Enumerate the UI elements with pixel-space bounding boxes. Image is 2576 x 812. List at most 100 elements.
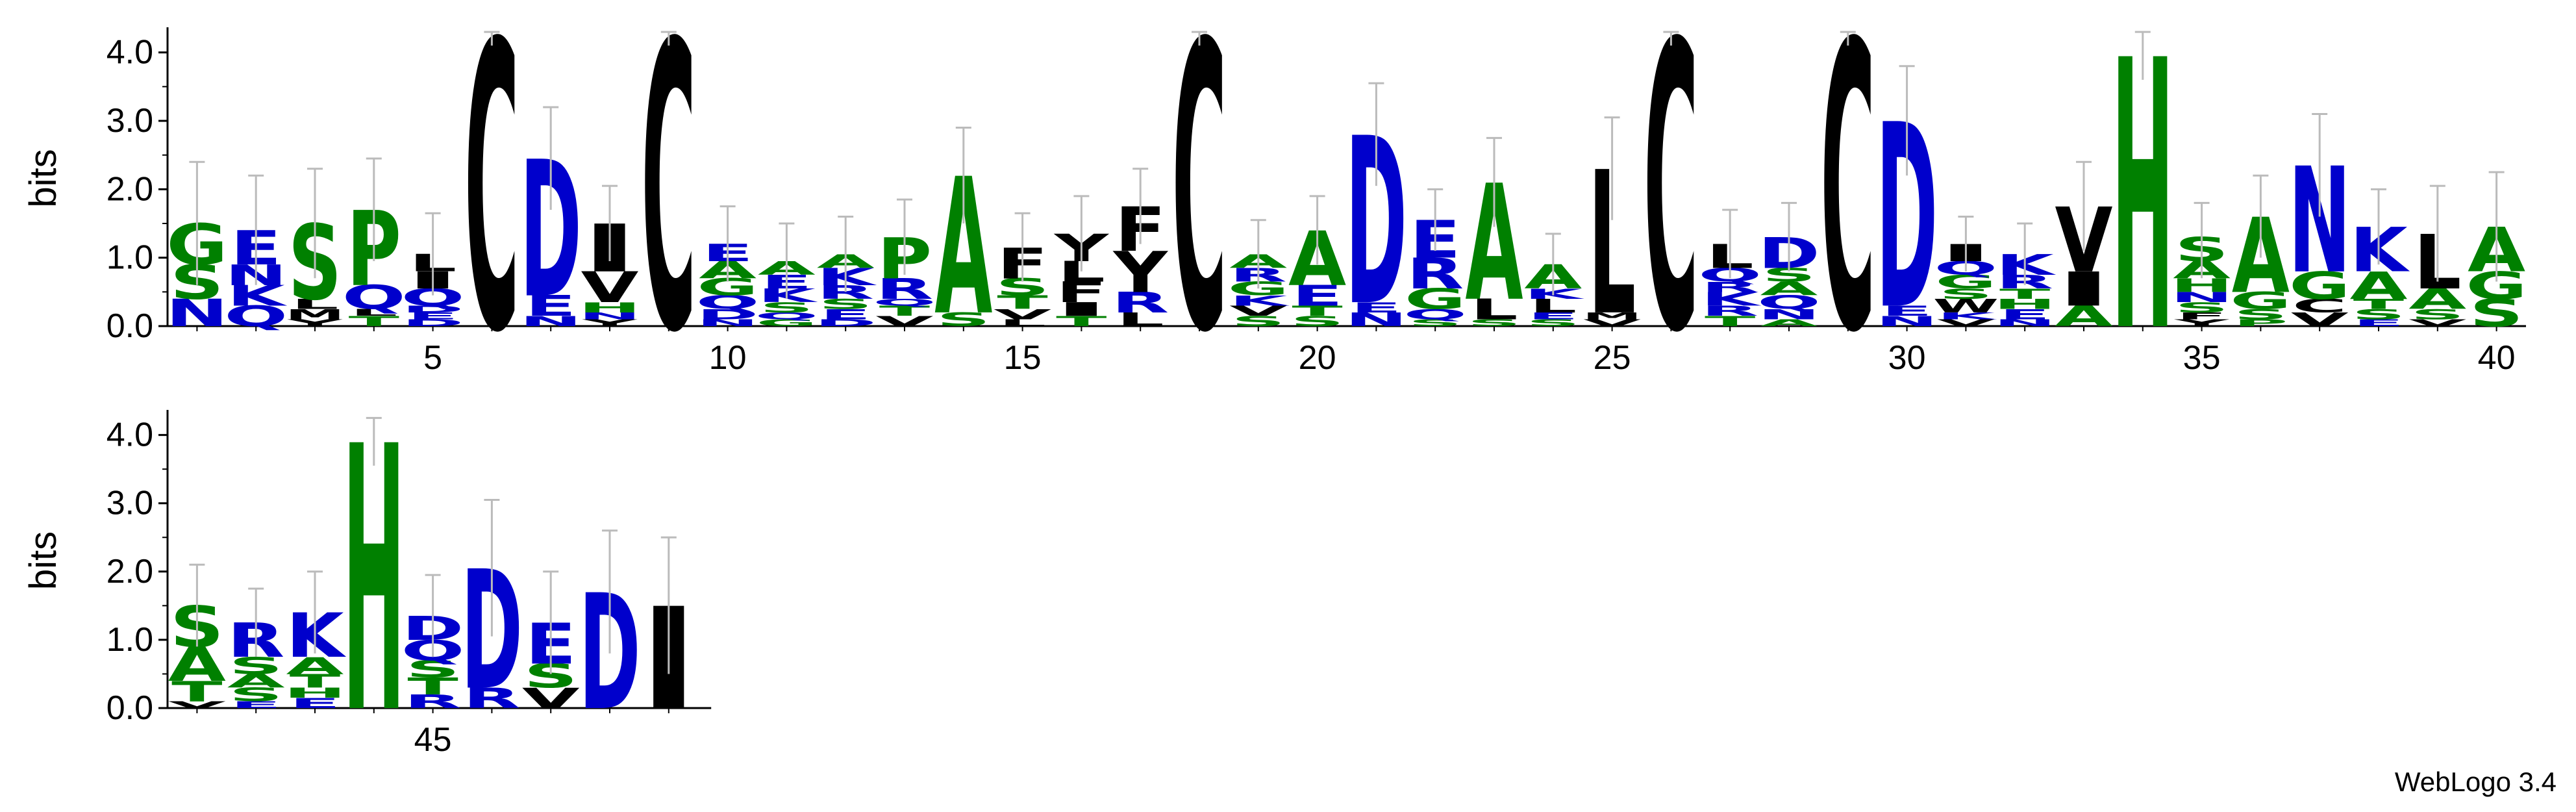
logo-letter-A: A (2408, 283, 2466, 316)
logo-letter-V: V (581, 263, 639, 312)
logo-row-2: 0.01.02.03.04.0bits45VTASESASREHTAKHRTSQ… (22, 370, 712, 794)
logo-letter-T: T (290, 670, 340, 692)
logo-letter-K: K (2349, 215, 2410, 286)
y-tick-label: 4.0 (106, 416, 153, 454)
logo-stack-18: C (1172, 0, 1227, 419)
logo-letter-G: G (1405, 283, 1466, 316)
logo-letter-N: N (579, 311, 641, 322)
logo-letter-S: S (819, 296, 873, 312)
logo-letter-M: M (285, 306, 345, 322)
logo-letter-R: R (1701, 303, 1759, 319)
logo-letter-K: K (227, 280, 288, 312)
logo-stack-33: AIV (2053, 160, 2114, 333)
logo-letter-Y: Y (287, 318, 344, 329)
logo-letter-S: S (2410, 306, 2464, 322)
logo-letter-I: I (2053, 262, 2114, 317)
logo-stack-6: C (464, 0, 519, 419)
logo-letter-T: T (879, 303, 930, 319)
logo-letter-N: N (1994, 318, 2056, 329)
logo-letter-A: A (1760, 278, 1818, 300)
logo-letter-S: S (1468, 318, 1521, 329)
logo-letter-R: R (463, 682, 521, 715)
logo-letter-Q: Q (696, 292, 760, 314)
logo-letter-N: N (166, 292, 228, 335)
logo-letter-G: G (756, 318, 817, 329)
x-tick-label: 5 (423, 339, 442, 377)
logo-stack-40: SGA (2466, 171, 2527, 335)
logo-letter-K: K (1229, 292, 1290, 309)
logo-letter-V: V (876, 313, 934, 329)
logo-letter-V: V (2291, 309, 2349, 331)
logo-letter-C: C (1821, 0, 1875, 419)
y-tick-label: 3.0 (106, 485, 153, 522)
logo-letter-L: L (1529, 295, 1577, 317)
logo-letter-F: F (2176, 311, 2227, 322)
logo-letter-L: L (350, 307, 397, 318)
logo-letter-N: N (519, 313, 582, 329)
logo-letter-E: E (231, 700, 282, 711)
logo-letter-K: K (1701, 288, 1762, 311)
logo-letter-A: A (227, 670, 285, 692)
logo-letter-S: S (1939, 286, 1993, 302)
logo-letter-K: K (817, 264, 877, 291)
logo-letter-S: S (1231, 313, 1285, 329)
logo-letter-A: A (1760, 318, 1819, 329)
x-tick-label: 40 (2478, 339, 2516, 377)
logo-letter-T: T (1999, 286, 2050, 302)
y-axis-label: bits (22, 149, 64, 207)
logo-letter-Q: Q (755, 311, 819, 322)
logo-letter-T: T (171, 676, 222, 708)
logo-letter-V: V (168, 700, 227, 711)
logo-letter-R: R (876, 273, 934, 305)
logo-letter-K: K (286, 601, 346, 672)
logo-letter-L: L (291, 296, 338, 312)
logo-stack-9: C (642, 0, 696, 419)
weblogo-credit: WebLogo 3.4 (2394, 767, 2557, 797)
logo-letter-Q: Q (873, 297, 936, 308)
x-tick-label: 30 (1888, 339, 1926, 377)
logo-letter-V: V (1583, 318, 1642, 329)
logo-letter-Y: Y (2174, 318, 2231, 329)
logo-letter-S: S (2175, 299, 2229, 316)
logo-letter-G: G (2289, 264, 2350, 308)
logo-letter-S: S (229, 653, 283, 680)
logo-stack-49: I (638, 536, 699, 742)
logo-letter-T: T (1705, 313, 1755, 329)
logo-letter-D: D (697, 306, 758, 322)
logo-letter-S: S (229, 684, 283, 706)
logo-letter-W: W (1933, 296, 1999, 317)
logo-letter-Y: Y (1112, 240, 1168, 305)
logo-letter-S: S (2234, 306, 2288, 322)
y-tick-label: 4.0 (106, 34, 153, 71)
logo-letter-E: E (1881, 303, 1932, 319)
logo-letter-E: E (1999, 306, 2051, 322)
logo-letter-S: S (406, 656, 460, 683)
logo-letter-N: N (1345, 309, 1407, 331)
logo-letter-E: E (1528, 311, 1579, 322)
logo-stack-14: SA (934, 127, 992, 357)
x-tick-label: 10 (709, 339, 747, 377)
logo-letter-E: E (290, 695, 341, 711)
logo-letter-R: R (404, 691, 462, 713)
logo-stack-30: NED (1875, 65, 1938, 366)
logo-letter-V: V (522, 682, 580, 715)
logo-letter-D: D (814, 318, 876, 329)
logo-letter-V: V (994, 306, 1051, 322)
logo-letter-C: C (464, 0, 519, 419)
logo-letter-E: E (1351, 299, 1402, 316)
logo-letter-L: L (999, 318, 1046, 329)
y-tick-label: 3.0 (106, 102, 153, 140)
logo-letter-E: E (407, 311, 458, 322)
x-tick-label: 35 (2183, 339, 2221, 377)
y-tick-label: 0.0 (106, 307, 153, 345)
